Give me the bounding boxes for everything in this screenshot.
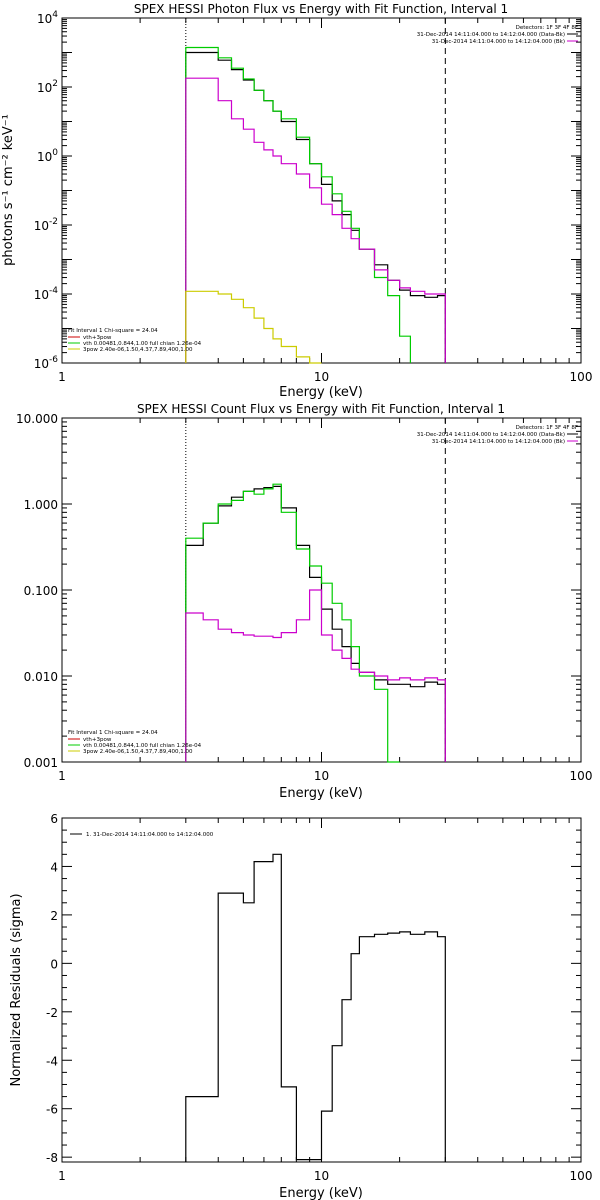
- photon-legend-data-bk: 31-Dec-2014 14:11:04.000 to 14:12:04.000…: [417, 32, 565, 38]
- residuals-x-ticks: 1 10 100: [58, 818, 592, 1183]
- photon-flux-series-0: [185, 51, 446, 363]
- panel-residuals: 1 10 100 -8 -6 -4 -2 0 2 4 6 Energy (keV) Normali…: [9, 812, 592, 1200]
- count-legend-vth: vth 0.00481,0.844,1.00 full chian 1.26e-…: [83, 743, 202, 749]
- residuals-x-tick-label: 1: [58, 1169, 66, 1183]
- count-legend-vth3pow: vth+3pow: [83, 737, 112, 743]
- photon-flux-y-tick-label: 104: [37, 10, 58, 26]
- count-legend-fit-header: Fit Interval 1 Chi-square = 24.04: [68, 730, 158, 736]
- residuals-legend-interval: 1. 31-Dec-2014 14:11:04.000 to 14:12:04.…: [86, 832, 214, 838]
- photon-flux-y-tick-label: 100: [37, 148, 58, 164]
- photon-x-ticks: 1 10 100: [58, 18, 592, 384]
- photon-flux-series-3: [185, 290, 322, 364]
- residuals-y-tick-label: -4: [46, 1054, 58, 1068]
- count-legend-bk: 31-Dec-2014 14:11:04.000 to 14:12:04.000…: [432, 439, 565, 445]
- count-x-axis-label: Energy (keV): [279, 786, 363, 801]
- photon-flux-y-tick-label: 10-2: [34, 217, 58, 233]
- photon-legend-3pow: 3pow 2.40e-06,1.50,4.37,7.89,400,1.00: [83, 347, 193, 353]
- residuals-y-tick-label: -8: [46, 1151, 58, 1165]
- residuals-y-tick-label: 6: [50, 812, 58, 826]
- photon-chart-title: SPEX HESSI Photon Flux vs Energy with Fi…: [134, 2, 508, 16]
- count-legend-3pow: 3pow 2.40e-06,1.50,4.37,7.89,400,1.00: [83, 749, 193, 755]
- residuals-x-tick-label: 10: [314, 1169, 329, 1183]
- residuals-y-tick-label: -2: [46, 1006, 58, 1020]
- count-flux-x-tick-label: 10: [314, 769, 329, 783]
- residuals-y-axis-label: Normalized Residuals (sigma): [9, 893, 24, 1086]
- photon-legend-bk: 31-Dec-2014 14:11:04.000 to 14:12:04.000…: [432, 39, 565, 45]
- count-legend-detectors: Detectors: 1F 3F 4F 8F: [516, 425, 578, 431]
- count-legend-data-bk: 31-Dec-2014 14:11:04.000 to 14:12:04.000…: [417, 432, 565, 438]
- count-flux-y-tick-label: 1.000: [24, 498, 58, 512]
- count-x-ticks: 1 10 100: [58, 418, 592, 783]
- count-flux-y-tick-label: 0.100: [24, 584, 58, 598]
- residuals-y-tick-label: -6: [46, 1103, 58, 1117]
- residuals-series-0: [185, 853, 446, 1162]
- photon-flux-x-tick-label: 1: [58, 370, 66, 384]
- photon-legend-bottom-left: Fit Interval 1 Chi-square = 24.04 vth+3p…: [68, 328, 202, 353]
- photon-legend-fit-header: Fit Interval 1 Chi-square = 24.04: [68, 328, 158, 334]
- count-flux-y-tick-label: 10.000: [16, 412, 58, 426]
- count-legend-bottom-left: Fit Interval 1 Chi-square = 24.04 vth+3p…: [68, 730, 202, 755]
- count-flux-x-tick-label: 1: [58, 769, 66, 783]
- residuals-y-tick-label: 0: [50, 957, 58, 971]
- count-flux-series-1: [185, 483, 400, 763]
- panel-count-flux: SPEX HESSI Count Flux vs Energy with Fit…: [16, 402, 592, 801]
- photon-x-axis-label: Energy (keV): [279, 385, 363, 400]
- count-y-ticks: 0.001 0.010 0.100 1.000 10.000: [16, 412, 581, 770]
- photon-y-axis-label: photons s⁻¹ cm⁻² keV⁻¹: [1, 114, 16, 266]
- photon-flux-x-tick-label: 100: [570, 370, 593, 384]
- count-chart-title: SPEX HESSI Count Flux vs Energy with Fit…: [137, 402, 505, 416]
- photon-flux-y-tick-label: 10-4: [34, 286, 59, 302]
- residuals-plot-frame: [61, 817, 582, 1163]
- photon-flux-series-1: [185, 46, 411, 363]
- residuals-x-tick-label: 100: [570, 1169, 593, 1183]
- photon-legend-top-right: Detectors: 1F 3F 4F 8F 31-Dec-2014 14:11…: [417, 25, 578, 45]
- photon-flux-x-tick-label: 10: [314, 370, 329, 384]
- photon-flux-y-tick-label: 10-6: [34, 355, 59, 371]
- count-series: [185, 483, 446, 763]
- count-flux-x-tick-label: 100: [570, 769, 593, 783]
- residuals-series: [185, 853, 446, 1162]
- residuals-legend: 1. 31-Dec-2014 14:11:04.000 to 14:12:04.…: [70, 832, 214, 838]
- residuals-y-tick-label: 4: [50, 860, 58, 874]
- photon-flux-y-tick-label: 102: [37, 79, 58, 95]
- residuals-y-ticks: -8 -6 -4 -2 0 2 4 6: [46, 812, 581, 1165]
- photon-legend-vth3pow: vth+3pow: [83, 335, 112, 341]
- photon-marker-lines: [185, 18, 446, 363]
- photon-y-ticks: 10-6 10-4 10-2 100 102 104: [34, 10, 581, 371]
- panel-photon-flux: SPEX HESSI Photon Flux vs Energy with Fi…: [1, 2, 592, 400]
- residuals-x-axis-label: Energy (keV): [279, 1186, 363, 1200]
- count-flux-series-2: [185, 589, 446, 762]
- photon-flux-series-2: [185, 77, 446, 363]
- count-legend-top-right: Detectors: 1F 3F 4F 8F 31-Dec-2014 14:11…: [417, 425, 578, 445]
- residuals-y-tick-label: 2: [50, 909, 58, 923]
- count-flux-y-tick-label: 0.010: [24, 670, 58, 684]
- photon-legend-detectors: Detectors: 1F 3F 4F 8F: [516, 25, 578, 31]
- photon-legend-vth: vth 0.00481,0.844,1.00 full chian 1.26e-…: [83, 341, 202, 347]
- count-flux-series-0: [185, 485, 446, 762]
- count-flux-y-tick-label: 0.001: [24, 756, 58, 770]
- photon-series: [185, 46, 446, 364]
